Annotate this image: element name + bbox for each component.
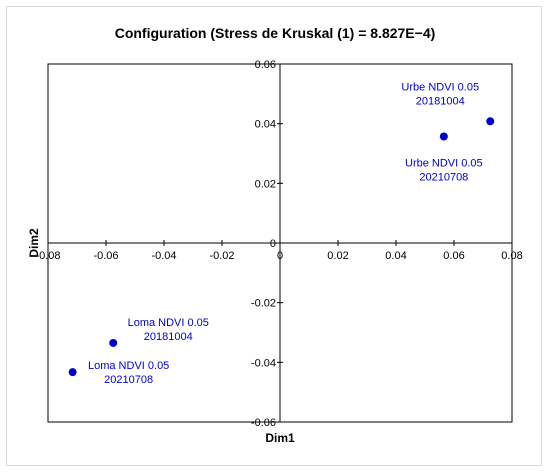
point-label-line2: 20181004 [416, 95, 465, 107]
point-label-line2: 20210708 [419, 171, 468, 183]
x-tick-label: -0.04 [151, 250, 176, 262]
data-point [68, 368, 77, 377]
chart-title: Configuration (Stress de Kruskal (1) = 8… [115, 25, 436, 41]
point-label-line1: Loma NDVI 0.05 [128, 317, 209, 329]
y-tick-label: -0.04 [251, 357, 276, 369]
x-tick-label: -0.02 [209, 250, 234, 262]
data-point [486, 117, 495, 126]
ticks: -0.08 -0.06 -0.04 -0.02 0 0.02 0.04 0.06 0.08 0.0… [35, 59, 522, 429]
point-label-line1: Urbe NDVI 0.05 [405, 157, 483, 169]
x-tick-label: 0.08 [501, 250, 522, 262]
x-tick-label: 0.02 [327, 250, 348, 262]
x-tick-label: -0.08 [35, 250, 60, 262]
point-label-line1: Loma NDVI 0.05 [88, 360, 169, 372]
y-tick-label: -0.06 [251, 417, 276, 429]
point-label-line2: 20210708 [104, 374, 153, 386]
y-tick-label: 0 [270, 238, 276, 250]
point-label-line1: Urbe NDVI 0.05 [401, 81, 479, 93]
chart-frame [6, 6, 542, 466]
x-tick-label: 0 [277, 250, 283, 262]
y-tick-label: -0.02 [251, 298, 276, 310]
data-point [109, 338, 118, 347]
y-axis-title: Dim2 [27, 228, 41, 258]
y-tick-label: 0.02 [255, 178, 276, 190]
x-axis-title: Dim1 [265, 431, 295, 445]
point-label-line2: 20181004 [144, 331, 193, 343]
y-tick-label: 0.04 [255, 119, 276, 131]
x-tick-label: 0.06 [443, 250, 464, 262]
points: Urbe NDVI 0.05 20181004 Urbe NDVI 0.05 2021… [68, 81, 495, 386]
x-tick-label: -0.06 [93, 250, 118, 262]
x-tick-label: 0.04 [385, 250, 406, 262]
data-point [439, 132, 448, 141]
y-tick-label: 0.06 [255, 59, 276, 71]
